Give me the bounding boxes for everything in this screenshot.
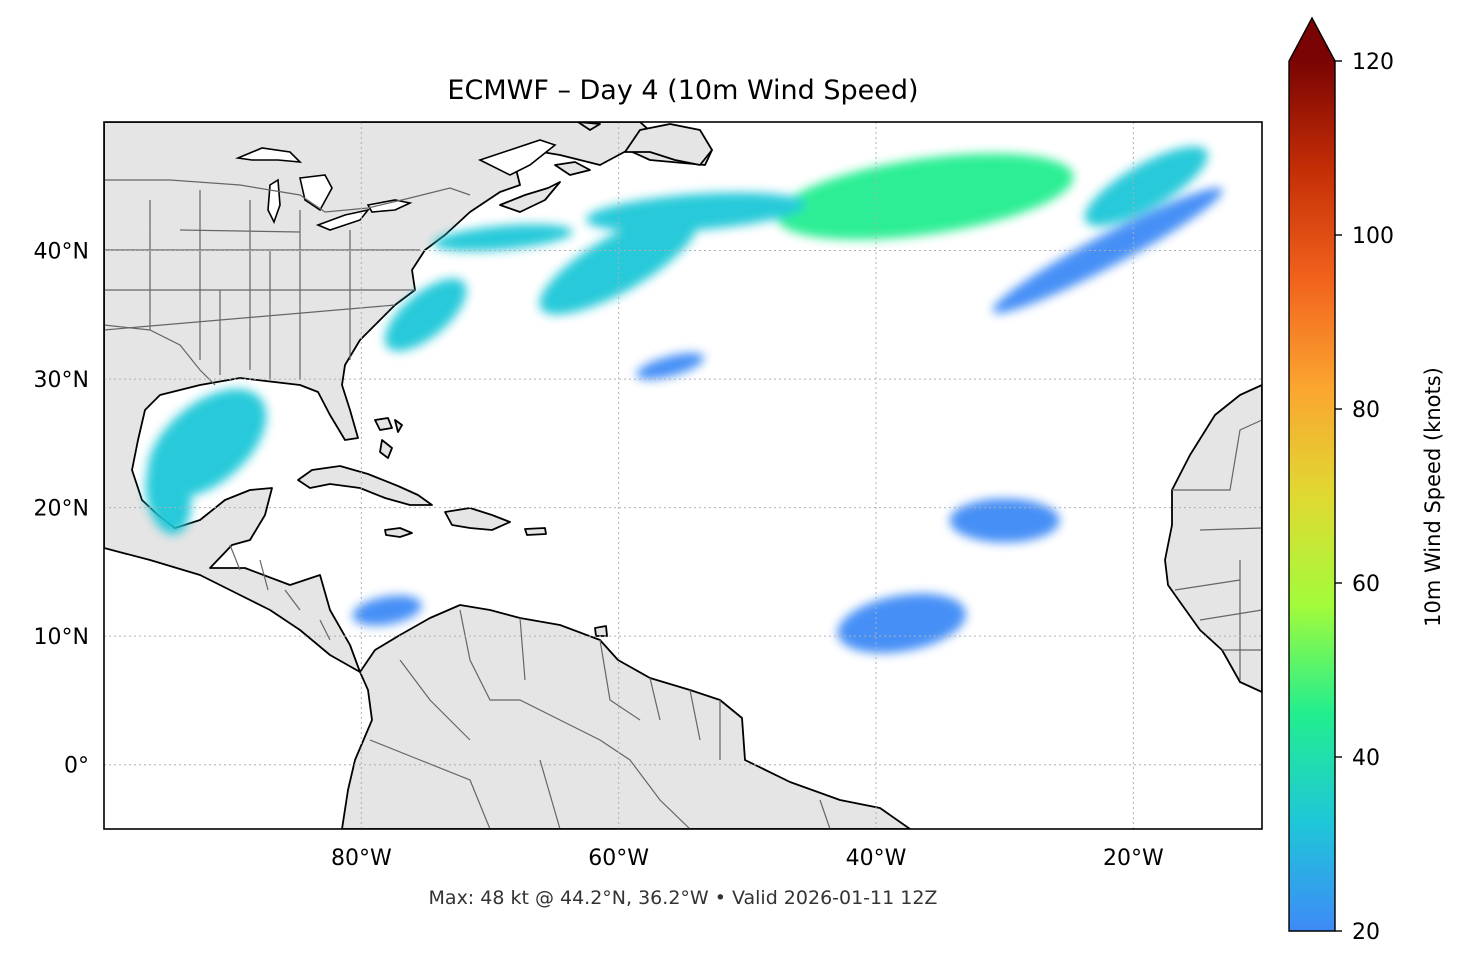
wind-region [636,352,705,380]
map-panel [103,121,1263,830]
colorbar-ticks: 20 40 60 80 100 120 [1335,50,1394,945]
lakes-layer [235,139,557,231]
land-layer [104,122,1262,829]
wind-region [384,278,467,352]
wind-region [145,455,192,535]
land-hispaniola [444,507,511,531]
border-us-canada [104,179,471,213]
colorbar-tick-label: 60 [1352,572,1380,597]
borders-south-america [369,609,831,829]
x-axis-ticks: 80°W 60°W 40°W 20°W [331,846,1164,871]
map-frame [103,121,1263,830]
wind-region [949,498,1060,543]
land-puerto-rico [524,527,547,536]
y-tick-label: 30°N [34,368,89,393]
land-africa [1164,384,1262,693]
wind-region [837,593,966,654]
colorbar-tick-label: 20 [1352,920,1380,945]
wind-region [433,224,573,252]
lake-erie [315,208,371,231]
lake-ontario [366,199,413,213]
land-newfoundland [624,123,713,166]
y-tick-label: 0° [64,754,89,779]
borders-africa [1172,419,1262,680]
colorbar-label: 10m Wind Speed (knots) [1421,367,1445,627]
x-tick-label: 80°W [331,846,392,871]
borders-layer [104,179,1262,829]
border-us-mexico [104,324,216,386]
land-cuba [297,465,433,506]
borders-central-america [229,544,331,641]
land-jamaica [384,527,413,538]
colorbar: 20 40 60 80 100 120 10m Wind Speed (knots) [1288,16,1445,945]
map-title: ECMWF – Day 4 (10m Wind Speed) [447,75,918,106]
wind-region [1084,146,1208,227]
wind-region [776,153,1074,240]
y-tick-label: 40°N [34,240,89,265]
lake-huron [299,174,333,212]
colorbar-extend-arrow [1289,18,1335,61]
lake-superior [235,147,303,163]
land-island-small [577,122,601,131]
y-tick-label: 20°N [34,497,89,522]
footer-text: Max: 48 kt @ 44.2°N, 36.2°W • Valid 2026… [429,887,938,909]
land-pei [554,161,591,176]
colorbar-tick-label: 120 [1352,50,1394,75]
x-tick-label: 40°W [846,846,907,871]
colorbar-frame [1288,16,1336,932]
x-tick-label: 60°W [588,846,649,871]
land-trinidad [594,625,608,637]
gridlines [104,122,1262,829]
y-tick-label: 10°N [34,625,89,650]
x-tick-label: 20°W [1103,846,1164,871]
wind-region [352,595,422,626]
wind-speed-layer [145,146,1223,654]
land-bahamas [374,417,403,459]
gulf-st-lawrence [477,139,557,176]
colorbar-tick-label: 100 [1352,224,1394,249]
colorbar-fill [1289,61,1335,931]
y-axis-ticks: 40°N 30°N 20°N 10°N 0° [34,240,89,779]
colorbar-tick-label: 80 [1352,398,1380,423]
borders-us-states [104,190,420,380]
land-nova-scotia [499,181,561,213]
wind-region [992,187,1223,314]
colorbar-tick-label: 40 [1352,746,1380,771]
